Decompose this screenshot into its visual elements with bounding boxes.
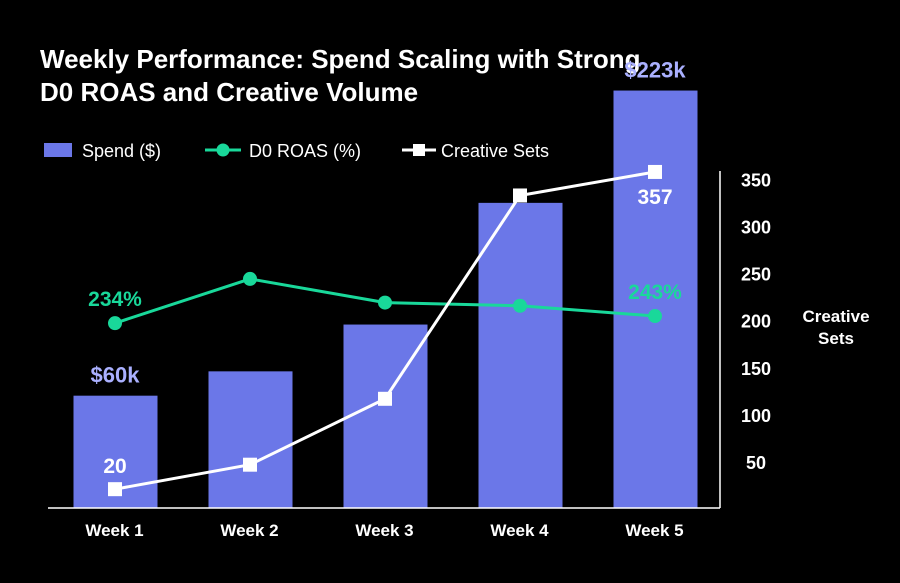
chart-title-line-1: Weekly Performance: Spend Scaling with S… — [40, 44, 641, 74]
spend-label-5: $223k — [624, 58, 686, 83]
creative-label-5: 357 — [637, 186, 672, 209]
roas-point-2 — [243, 271, 257, 286]
right-tick-label-350: 350 — [741, 171, 771, 191]
roas-line-group — [108, 271, 662, 331]
roas-point-4 — [513, 298, 527, 313]
legend-marker-roas — [216, 143, 230, 157]
legend-swatch-spend — [44, 143, 72, 157]
creative-point-2 — [243, 457, 257, 472]
roas-point-5 — [648, 309, 662, 324]
right-axis-label-line-1: Creative — [802, 307, 869, 326]
legend: Spend ($) D0 ROAS (%) Creative Sets — [44, 141, 549, 161]
x-tick-label-2: Week 2 — [220, 521, 278, 540]
data-labels: $60k $223k 234% 243% 20 357 — [88, 58, 686, 479]
legend-label-spend: Spend ($) — [82, 141, 161, 161]
creative-point-5 — [648, 164, 662, 179]
creative-line-group — [108, 164, 662, 497]
right-tick-label-200: 200 — [741, 312, 771, 332]
x-tick-label-4: Week 4 — [490, 521, 549, 540]
creative-label-1: 20 — [103, 455, 126, 478]
roas-label-5: 243% — [628, 281, 682, 304]
chart-title-line-2: D0 ROAS and Creative Volume — [40, 77, 418, 107]
roas-point-3 — [378, 295, 392, 310]
bar-5 — [613, 90, 698, 508]
x-tick-label-1: Week 1 — [85, 521, 143, 540]
roas-label-1: 234% — [88, 288, 142, 311]
right-tick-label-250: 250 — [741, 265, 771, 285]
axes: Week 1 Week 2 Week 3 Week 4 Week 5 50 100 150 20… — [48, 171, 870, 540]
legend-label-creative: Creative Sets — [441, 141, 549, 161]
right-tick-label-100: 100 — [741, 406, 771, 426]
creative-point-3 — [378, 391, 392, 406]
roas-point-1 — [108, 316, 122, 331]
bar-2 — [208, 371, 293, 508]
chart-title: Weekly Performance: Spend Scaling with S… — [40, 44, 641, 107]
legend-marker-creative — [413, 144, 425, 156]
x-tick-label-3: Week 3 — [355, 521, 413, 540]
right-tick-label-50: 50 — [746, 453, 766, 473]
creative-point-4 — [513, 188, 527, 203]
right-tick-label-150: 150 — [741, 359, 771, 379]
spend-label-1: $60k — [91, 363, 141, 388]
legend-label-roas: D0 ROAS (%) — [249, 141, 361, 161]
bar-4 — [478, 202, 563, 508]
creative-point-1 — [108, 482, 122, 497]
right-axis-label-line-2: Sets — [818, 329, 854, 348]
right-tick-label-300: 300 — [741, 218, 771, 238]
x-tick-label-5: Week 5 — [625, 521, 683, 540]
